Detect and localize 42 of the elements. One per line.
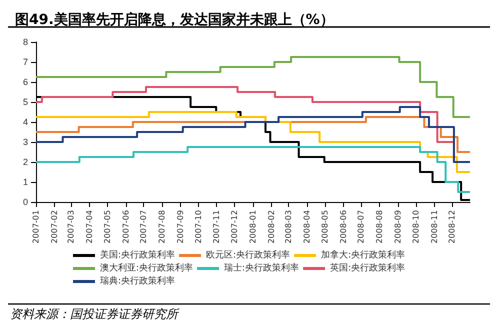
x-tick-label: 2007-03	[66, 210, 76, 244]
x-tick-label: 2008-09	[394, 210, 403, 244]
x-tick-label: 2008-04	[302, 210, 312, 244]
x-tick-label: 2008-05	[320, 210, 330, 244]
y-tick-label: 8	[22, 37, 28, 47]
x-tick-label: 2007-08	[158, 210, 167, 244]
x-tick-label: 2007-05	[102, 210, 112, 244]
y-tick-label: 1	[22, 177, 28, 187]
x-tick-label: 2007-04	[85, 210, 94, 244]
legend-label: 加拿大:央行政策利率	[321, 250, 406, 260]
legend-label: 欧元区:央行政策利率	[206, 250, 290, 260]
x-tick-label: 2007-07	[139, 210, 148, 244]
y-tick-label: 7	[22, 57, 28, 67]
x-tick-label: 2008-12	[448, 210, 457, 244]
x-tick-label: 2008-08	[375, 210, 384, 244]
legend-label: 英国:央行政策利率	[330, 262, 406, 274]
y-tick-label: 0	[22, 197, 28, 207]
x-tick-label: 2008-02	[266, 210, 276, 244]
text: 资料来源：国投证券证券研究所	[10, 307, 180, 321]
x-tick-label: 2008-11	[430, 210, 439, 244]
legend-label: 瑞典:央行政策利率	[100, 276, 176, 286]
x-tick-label: 2008-06	[338, 210, 348, 244]
x-tick-label: 2007-06	[121, 210, 130, 244]
x-tick-label: 2007-09	[176, 210, 185, 244]
y-tick-label: 5	[22, 97, 28, 107]
legend-label: 美国:央行政策利率	[100, 250, 176, 260]
y-tick-label: 6	[22, 77, 28, 87]
chart-title: 图49.美国率先开启降息，发达国家并未跟上（%）	[15, 11, 334, 28]
x-tick-label: 2008-03	[284, 210, 294, 244]
x-tick-label: 2008-07	[356, 210, 366, 244]
x-tick-label: 2007-11	[212, 210, 222, 244]
x-tick-label: 2007-12	[230, 210, 240, 244]
x-tick-label: 2007-01	[32, 210, 40, 244]
y-tick-label: 3	[22, 137, 28, 147]
x-tick-label: 2008-10	[411, 210, 420, 244]
x-tick-label: 2008-01	[248, 210, 258, 244]
legend-label: 瑞士:央行政策利率	[224, 262, 300, 274]
x-tick-label: 2007-02	[50, 210, 59, 244]
legend-label: 澳大利亚:央行政策利率	[100, 262, 194, 274]
x-tick-label: 2007-10	[194, 210, 203, 244]
y-tick-label: 4	[22, 117, 28, 127]
y-tick-label: 2	[22, 157, 28, 167]
